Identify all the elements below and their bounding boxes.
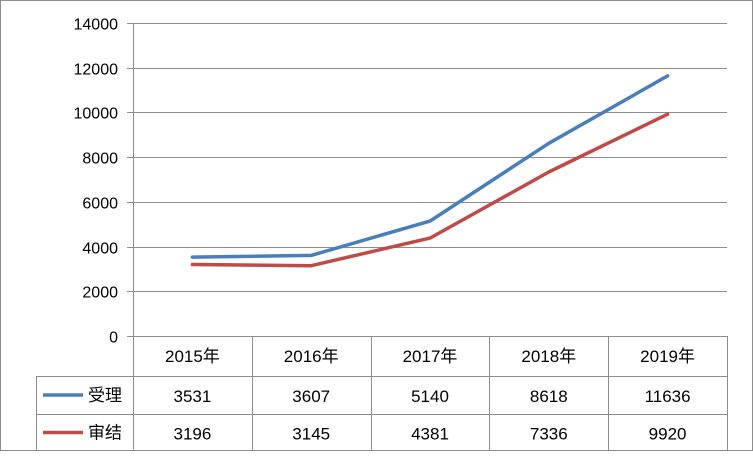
data-point [547,141,551,145]
data-point [309,264,313,268]
series-lines [190,74,670,268]
data-point [547,170,551,174]
y-tick-label: 2000 [82,285,118,302]
y-tick-label: 6000 [82,196,118,213]
data-point [309,253,313,257]
table-value-cell: 8618 [530,387,568,406]
table-value-cell: 4381 [411,425,449,444]
y-tick-label: 12000 [74,62,119,79]
x-category-label: 2017年 [403,347,458,366]
x-category-label: 2016年 [284,347,339,366]
table-value-cell: 11636 [645,387,691,406]
y-axis: 0 2000 4000 6000 8000 10000 12000 14000 [74,17,134,451]
y-tick-label: 4000 [82,241,118,258]
y-tick-label: 8000 [82,151,118,168]
table-value-cell: 9920 [649,425,687,444]
x-category-label: 2019年 [640,347,695,366]
table-value-cell: 5140 [411,387,449,406]
table-value-cell: 3607 [292,387,330,406]
data-point [428,219,432,223]
table-value-cell: 7336 [530,425,568,444]
y-tick-label: 10000 [74,106,119,123]
data-point [666,112,670,116]
table-value-cell: 3531 [173,387,211,406]
data-point [190,255,194,259]
x-category-label: 2018年 [521,347,576,366]
series-name-label: 受理 [88,386,122,405]
data-point [190,263,194,267]
gridlines [133,23,727,292]
table-value-cell: 3196 [173,425,211,444]
data-point [666,74,670,78]
series-name-label: 审结 [88,424,122,443]
y-tick-label: 14000 [74,17,119,34]
x-category-label: 2015年 [165,347,220,366]
y-tick-label: 0 [109,330,118,347]
data-point [428,236,432,240]
table-value-cell: 3145 [292,425,330,444]
